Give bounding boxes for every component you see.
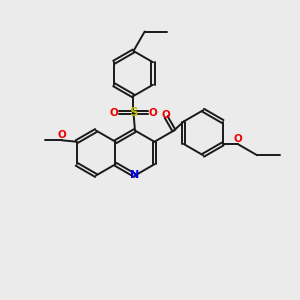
Text: O: O <box>57 130 66 140</box>
Text: O: O <box>109 107 118 118</box>
Text: O: O <box>149 107 158 118</box>
Text: O: O <box>162 110 170 121</box>
Text: O: O <box>233 134 242 144</box>
Text: S: S <box>129 106 138 119</box>
Text: N: N <box>130 170 140 181</box>
